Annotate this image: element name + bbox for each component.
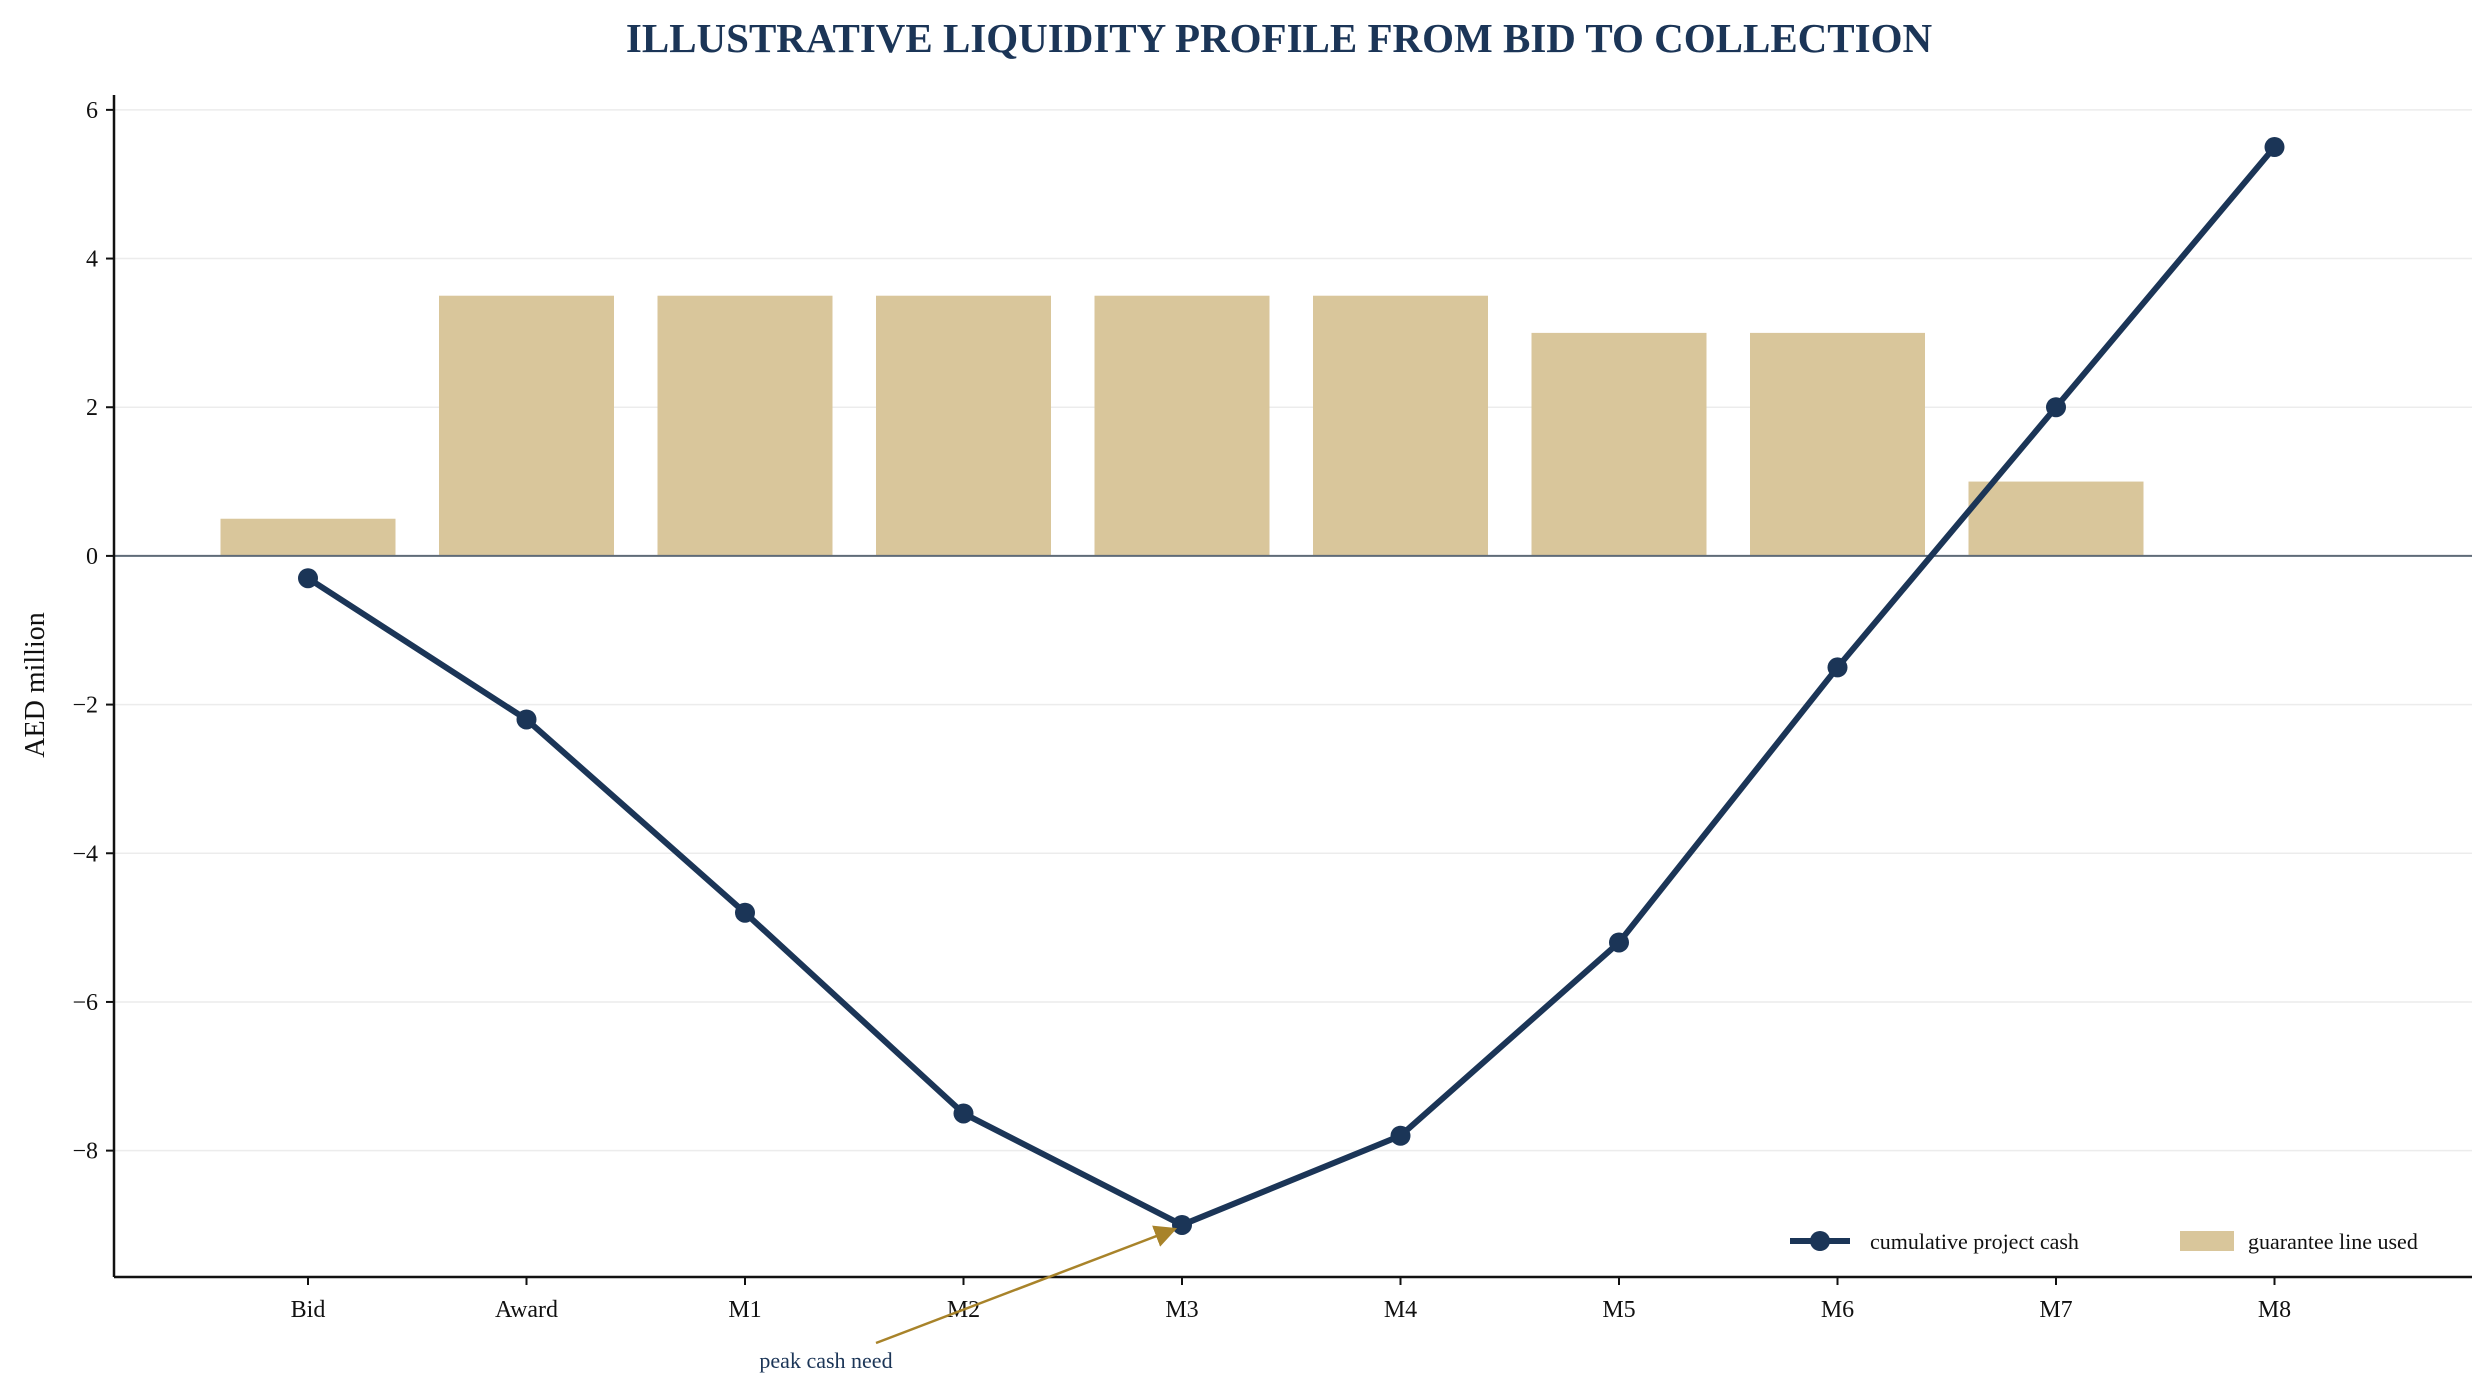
cash-point [1172, 1214, 1192, 1235]
guarantee-bar [657, 295, 833, 556]
chart-title: ILLUSTRATIVE LIQUIDITY PROFILE FROM BID … [626, 15, 1933, 61]
guarantee-bars [220, 295, 2144, 556]
guarantee-bar [876, 295, 1051, 556]
guarantee-bar [1094, 295, 1270, 556]
y-tick-label: 6 [86, 98, 98, 124]
legend-line-marker [1810, 1231, 1830, 1251]
cash-point [298, 568, 318, 589]
guarantee-bar [1750, 332, 1925, 556]
x-axis-ticks: BidAwardM1M2M3M4M5M6M7M8 [291, 1277, 2291, 1323]
cash-point [2264, 137, 2285, 158]
guarantee-bar [439, 295, 614, 556]
guarantee-bar [220, 518, 396, 556]
peak-cash-label: peak cash need [759, 1348, 892, 1373]
cash-point [2046, 397, 2066, 418]
cash-point [735, 902, 755, 923]
legend-label-cash: cumulative project cash [1870, 1229, 2079, 1254]
x-tick-label: M8 [2258, 1297, 2291, 1323]
x-tick-label: M4 [1384, 1297, 1417, 1323]
x-tick-label: M3 [1165, 1297, 1198, 1323]
x-tick-label: M1 [728, 1297, 761, 1323]
guarantee-bar [1968, 481, 2144, 556]
cash-point [516, 709, 537, 730]
guarantee-bar [1531, 332, 1707, 556]
y-tick-label: 2 [86, 395, 98, 421]
x-tick-label: Bid [291, 1297, 326, 1323]
x-tick-label: Award [495, 1297, 558, 1323]
legend-label-guarantee: guarantee line used [2248, 1229, 2418, 1254]
peak-cash-arrow [875, 1225, 1178, 1345]
cumulative-cash-line [305, 144, 2278, 1228]
x-tick-label: M6 [1821, 1297, 1854, 1323]
cash-point [1609, 932, 1629, 953]
y-tick-label: −2 [72, 693, 98, 719]
cash-point [1390, 1125, 1411, 1146]
y-axis-ticks: 6 4 2 0 −2 −4 −6 −8 [72, 98, 114, 1165]
y-tick-label: −6 [72, 990, 98, 1016]
cash-point [1827, 657, 1848, 678]
y-tick-label: −8 [72, 1139, 98, 1165]
y-tick-label: 0 [86, 544, 98, 570]
legend: cumulative project cash guarantee line u… [1790, 1229, 2418, 1254]
x-tick-label: M5 [1602, 1297, 1635, 1323]
y-tick-label: 4 [86, 247, 98, 273]
x-tick-label: M7 [2039, 1297, 2072, 1323]
y-tick-label: −4 [72, 841, 98, 867]
guarantee-bar [1313, 295, 1488, 556]
y-axis-label: AED million [20, 612, 51, 757]
legend-bar-swatch [2180, 1231, 2234, 1251]
gridlines [114, 109, 2472, 1152]
annotation: peak cash need [759, 1225, 1178, 1373]
cash-point [953, 1103, 974, 1124]
